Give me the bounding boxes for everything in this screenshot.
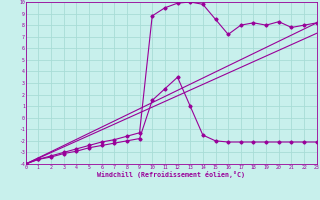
X-axis label: Windchill (Refroidissement éolien,°C): Windchill (Refroidissement éolien,°C)	[97, 171, 245, 178]
